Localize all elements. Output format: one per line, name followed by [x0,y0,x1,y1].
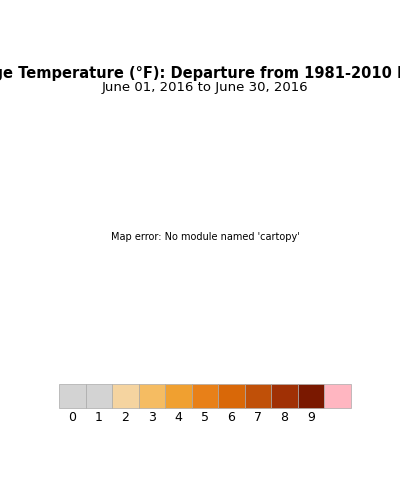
FancyBboxPatch shape [298,384,324,408]
FancyBboxPatch shape [245,384,271,408]
FancyBboxPatch shape [112,384,139,408]
Text: 2: 2 [122,411,130,424]
FancyBboxPatch shape [218,384,245,408]
Text: Map error: No module named 'cartopy': Map error: No module named 'cartopy' [111,232,299,242]
FancyBboxPatch shape [139,384,165,408]
Text: 6: 6 [228,411,236,424]
Text: 8: 8 [280,411,288,424]
FancyBboxPatch shape [271,384,298,408]
FancyBboxPatch shape [59,384,86,408]
Text: 1: 1 [95,411,103,424]
Text: 0: 0 [68,411,76,424]
Text: Average Temperature (°F): Departure from 1981-2010 Normals: Average Temperature (°F): Departure from… [0,67,400,81]
Text: 9: 9 [307,411,315,424]
FancyBboxPatch shape [165,384,192,408]
FancyBboxPatch shape [86,384,112,408]
Text: 3: 3 [148,411,156,424]
Text: June 01, 2016 to June 30, 2016: June 01, 2016 to June 30, 2016 [102,81,308,94]
Text: 4: 4 [174,411,182,424]
FancyBboxPatch shape [192,384,218,408]
FancyBboxPatch shape [324,384,351,408]
Text: 7: 7 [254,411,262,424]
Text: 5: 5 [201,411,209,424]
